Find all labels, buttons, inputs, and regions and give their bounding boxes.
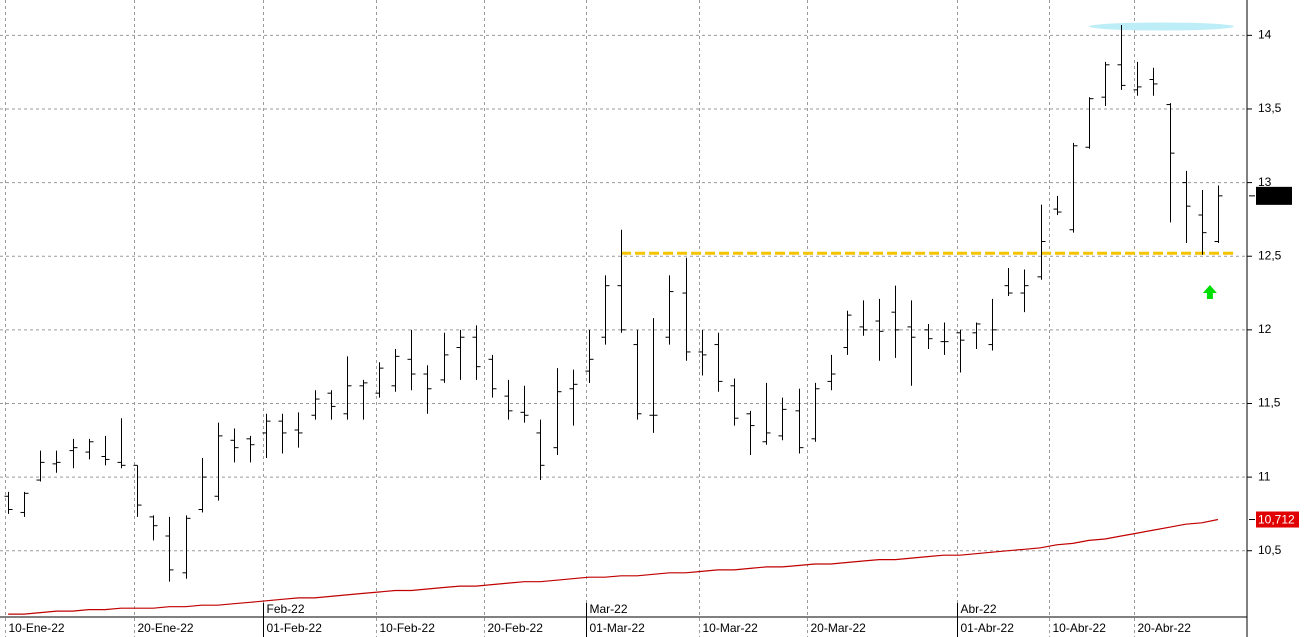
- x-tick-label: 01-Feb-22: [267, 621, 323, 635]
- y-tick-label: 13: [1258, 175, 1272, 189]
- x-tick-label: 10-Ene-22: [9, 621, 65, 635]
- x-tick-label: 10-Feb-22: [380, 621, 436, 635]
- x-tick-label: 20-Abr-22: [1138, 621, 1192, 635]
- x-tick-label: 20-Feb-22: [488, 621, 544, 635]
- month-tick-label: Feb-22: [267, 602, 305, 616]
- y-tick-label: 11,5: [1258, 396, 1281, 410]
- moving-average: [8, 518, 1219, 615]
- highlight: [1088, 22, 1235, 31]
- x-tick-label: 10-Abr-22: [1053, 621, 1107, 635]
- ma-tag-label: 10,712: [1258, 513, 1295, 527]
- month-tick-label: Abr-22: [961, 602, 997, 616]
- y-tick-label: 12: [1258, 322, 1272, 336]
- y-tick-label: 11: [1258, 469, 1271, 483]
- x-tick-label: 10-Mar-22: [703, 621, 759, 635]
- y-tick-label: 10,5: [1258, 543, 1282, 557]
- y-tick-label: 14: [1258, 28, 1272, 42]
- last-price-tag: [1256, 186, 1292, 205]
- ma-tag: [1256, 511, 1299, 528]
- x-tick-label: 01-Mar-22: [590, 621, 646, 635]
- month-tick-label: Mar-22: [590, 602, 628, 616]
- signal-arrow: [1202, 285, 1217, 300]
- x-tick-label: 01-Abr-22: [961, 621, 1015, 635]
- y-tick-label: 13,5: [1258, 101, 1282, 115]
- x-tick-label: 20-Ene-22: [138, 621, 194, 635]
- y-tick-label: 12,5: [1258, 248, 1282, 262]
- x-tick-label: 20-Mar-22: [811, 621, 867, 635]
